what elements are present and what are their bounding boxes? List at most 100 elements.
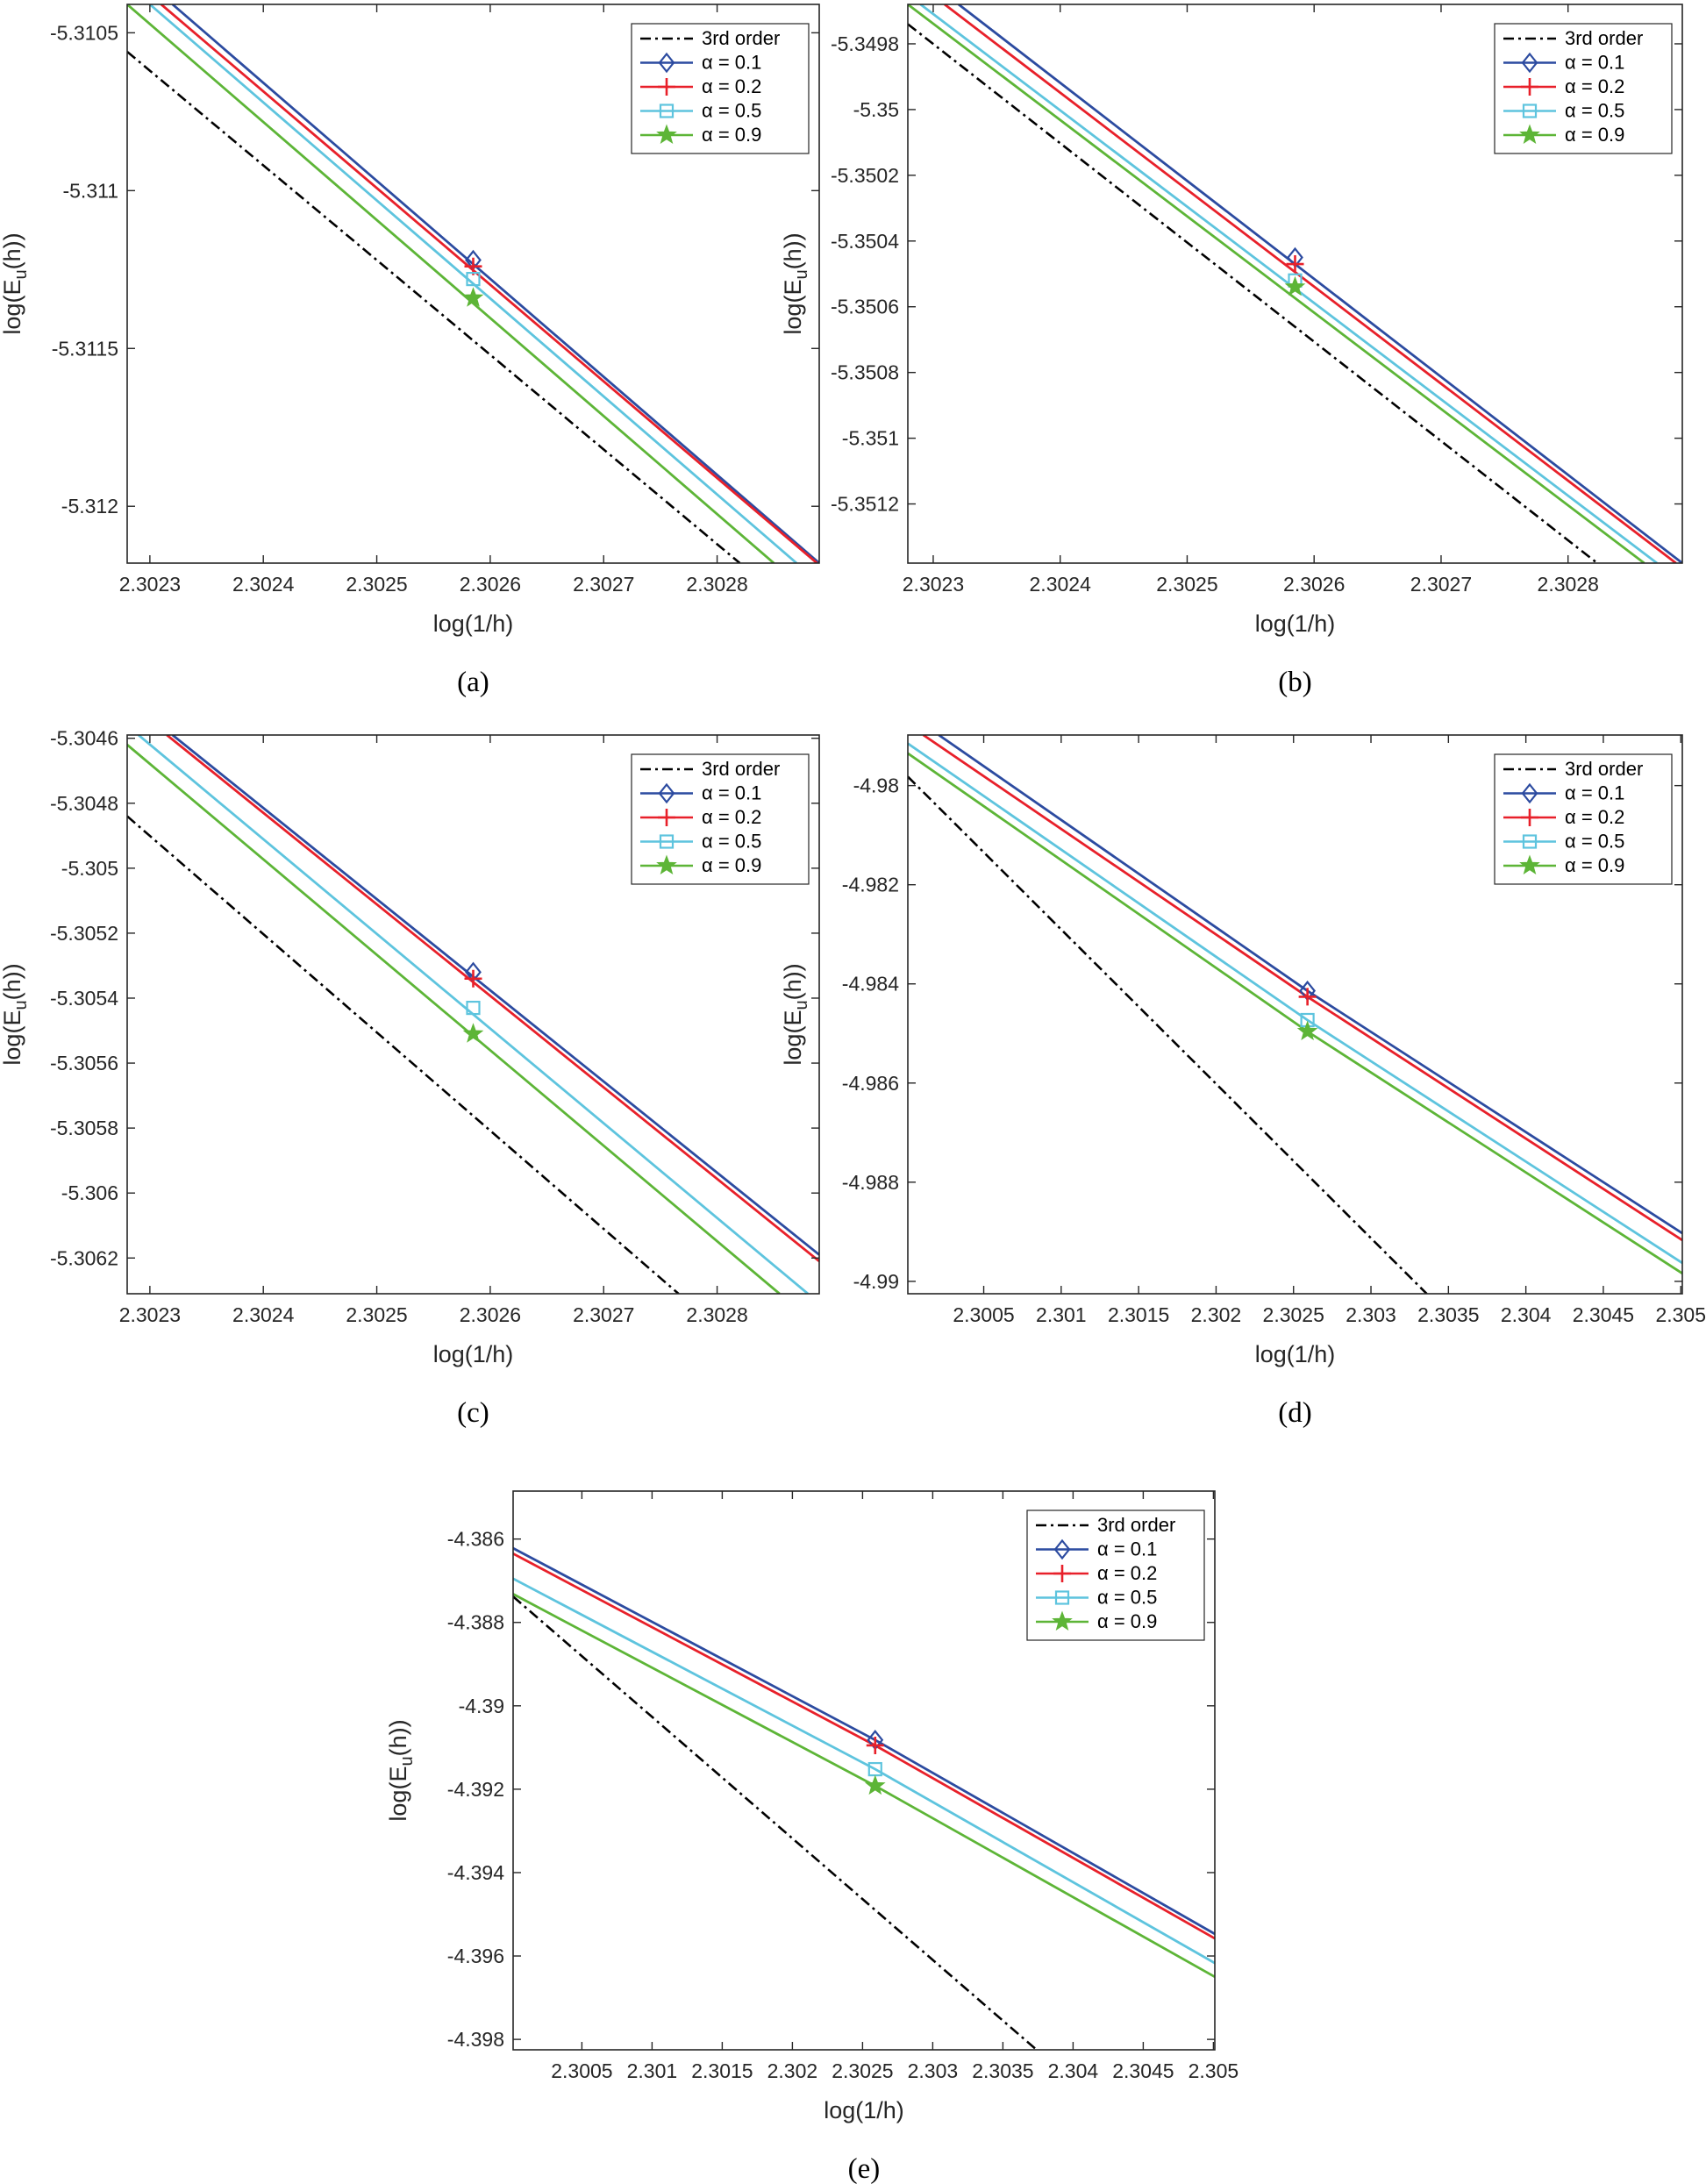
data-point-marker xyxy=(462,1023,484,1043)
legend-label: α = 0.5 xyxy=(702,100,761,122)
y-tick-label: -5.351 xyxy=(842,427,899,450)
legend-label: α = 0.1 xyxy=(1097,1538,1157,1560)
legend-label: α = 0.2 xyxy=(702,75,761,97)
legend-marker xyxy=(656,854,677,875)
x-tick-label: 2.3035 xyxy=(972,2059,1033,2082)
x-tick-label: 2.3024 xyxy=(232,573,295,596)
x-tick-label: 2.3024 xyxy=(1030,573,1092,596)
panel-a: 2.3023 2.3024 2.3025 2.3026 2.3027 2.3028 -5.3… xyxy=(0,4,820,698)
x-tick-label: 2.3027 xyxy=(1410,573,1472,596)
x-tick-label: 2.301 xyxy=(627,2059,678,2082)
y-tick-label: -5.305 xyxy=(61,857,118,880)
legend-label: α = 0.2 xyxy=(1565,75,1624,97)
x-tick-label: 2.3025 xyxy=(346,573,407,596)
x-axis-label: log(1/h) xyxy=(824,2097,904,2123)
x-tick-label: 2.304 xyxy=(1501,1303,1552,1326)
series-line-alpha-0.5 xyxy=(513,1577,1215,1965)
series-lines xyxy=(908,4,1682,563)
legend-marker xyxy=(1053,1538,1071,1560)
y-tick-label: -4.988 xyxy=(842,1171,899,1194)
axes-box xyxy=(907,734,1683,1295)
x-tick-label: 2.3025 xyxy=(1263,1303,1324,1326)
y-tick-label: -5.306 xyxy=(61,1181,118,1204)
legend-marker xyxy=(1519,124,1540,145)
legend-label: α = 0.9 xyxy=(702,124,761,146)
x-tick-label: 2.3028 xyxy=(686,1303,747,1326)
legend-marker xyxy=(1054,1590,1070,1605)
x-tick-label: 2.302 xyxy=(767,2059,818,2082)
legend-marker xyxy=(1521,52,1538,74)
y-axis-label: log(Eu(h)) xyxy=(0,963,31,1065)
legend-label: α = 0.2 xyxy=(1565,806,1624,828)
y-tick-label: -4.398 xyxy=(447,2028,504,2051)
x-axis-label: log(1/h) xyxy=(1255,610,1336,637)
panel-caption: (a) xyxy=(457,667,489,698)
series-line-alpha-0.1 xyxy=(171,4,819,563)
x-tick-label: 2.3025 xyxy=(832,2059,893,2082)
legend-marker xyxy=(656,124,677,145)
legend-label: α = 0.2 xyxy=(1097,1562,1157,1584)
series-line-alpha-0.2 xyxy=(944,4,1677,563)
legend-label: 3rd order xyxy=(1097,1514,1175,1536)
x-tick-label: 2.305 xyxy=(1655,1303,1706,1326)
x-axis-label: log(1/h) xyxy=(433,1341,514,1367)
legend-label: α = 0.1 xyxy=(702,782,761,804)
y-tick-label: -4.984 xyxy=(842,973,899,996)
panel-e: 2.3005 2.301 2.3015 2.302 2.3025 2.303 2.3035 2… xyxy=(385,1490,1238,2184)
y-tick-label: -5.3504 xyxy=(831,230,899,253)
x-tick-label: 2.3024 xyxy=(232,1303,295,1326)
data-point-marker xyxy=(864,1774,886,1795)
y-tick-label: -5.311 xyxy=(62,179,118,202)
legend-label: α = 0.9 xyxy=(1097,1610,1157,1632)
legend-label: α = 0.9 xyxy=(1565,124,1624,146)
x-tick-label: 2.3026 xyxy=(460,1303,521,1326)
series-line-alpha-0.2 xyxy=(160,4,818,563)
series-line-3rd-order xyxy=(127,815,680,1294)
y-tick-label: -4.982 xyxy=(842,874,899,896)
x-tick-label: 2.303 xyxy=(908,2059,959,2082)
legend-label: α = 0.9 xyxy=(702,854,761,876)
legend-label: α = 0.1 xyxy=(702,52,761,74)
y-tick-label: -5.3512 xyxy=(831,493,899,516)
x-tick-label: 2.302 xyxy=(1191,1303,1242,1326)
legend-marker xyxy=(1521,78,1538,96)
x-tick-label: 2.3027 xyxy=(573,1303,634,1326)
legend-label: α = 0.9 xyxy=(1565,854,1624,876)
series-line-alpha-0.5 xyxy=(148,4,798,563)
x-tick-label: 2.3005 xyxy=(953,1303,1014,1326)
x-tick-label: 2.3026 xyxy=(460,573,521,596)
data-point-marker xyxy=(1296,1020,1318,1041)
panel-d: 2.3005 2.301 2.3015 2.302 2.3025 2.303 2.3035 2… xyxy=(780,734,1706,1429)
legend-label: α = 0.2 xyxy=(702,806,761,828)
x-tick-label: 2.3005 xyxy=(551,2059,612,2082)
y-tick-label: -5.312 xyxy=(61,495,118,517)
legend-label: 3rd order xyxy=(1565,758,1643,780)
panel-caption: (d) xyxy=(1278,1397,1311,1429)
data-point-marker xyxy=(462,287,484,307)
panel-b: 2.3023 2.3024 2.3025 2.3026 2.3027 2.3028 -5.3… xyxy=(780,4,1683,698)
data-point-marker xyxy=(466,1000,481,1016)
x-tick-label: 2.3025 xyxy=(1156,573,1217,596)
x-tick-label: 2.3023 xyxy=(903,573,964,596)
legend-marker xyxy=(1521,809,1538,826)
data-point-marker xyxy=(464,969,482,988)
axes-box xyxy=(512,1490,1216,2051)
y-tick-label: -4.394 xyxy=(447,1861,504,1884)
x-tick-label: 2.303 xyxy=(1346,1303,1396,1326)
x-tick-label: 2.3015 xyxy=(1108,1303,1169,1326)
legend-label: α = 0.1 xyxy=(1565,52,1624,74)
y-axis-label: log(Eu(h)) xyxy=(780,232,811,334)
y-tick-label: -5.3048 xyxy=(50,792,118,815)
x-axis-label: log(1/h) xyxy=(433,610,514,637)
y-tick-label: -5.3105 xyxy=(50,21,118,44)
panel-caption: (e) xyxy=(848,2153,881,2184)
series-line-3rd-order xyxy=(513,1595,1038,2050)
axes-box xyxy=(126,734,820,1295)
series-line-3rd-order xyxy=(908,23,1598,563)
y-tick-label: -4.388 xyxy=(447,1611,504,1634)
legend-label: 3rd order xyxy=(702,27,780,49)
